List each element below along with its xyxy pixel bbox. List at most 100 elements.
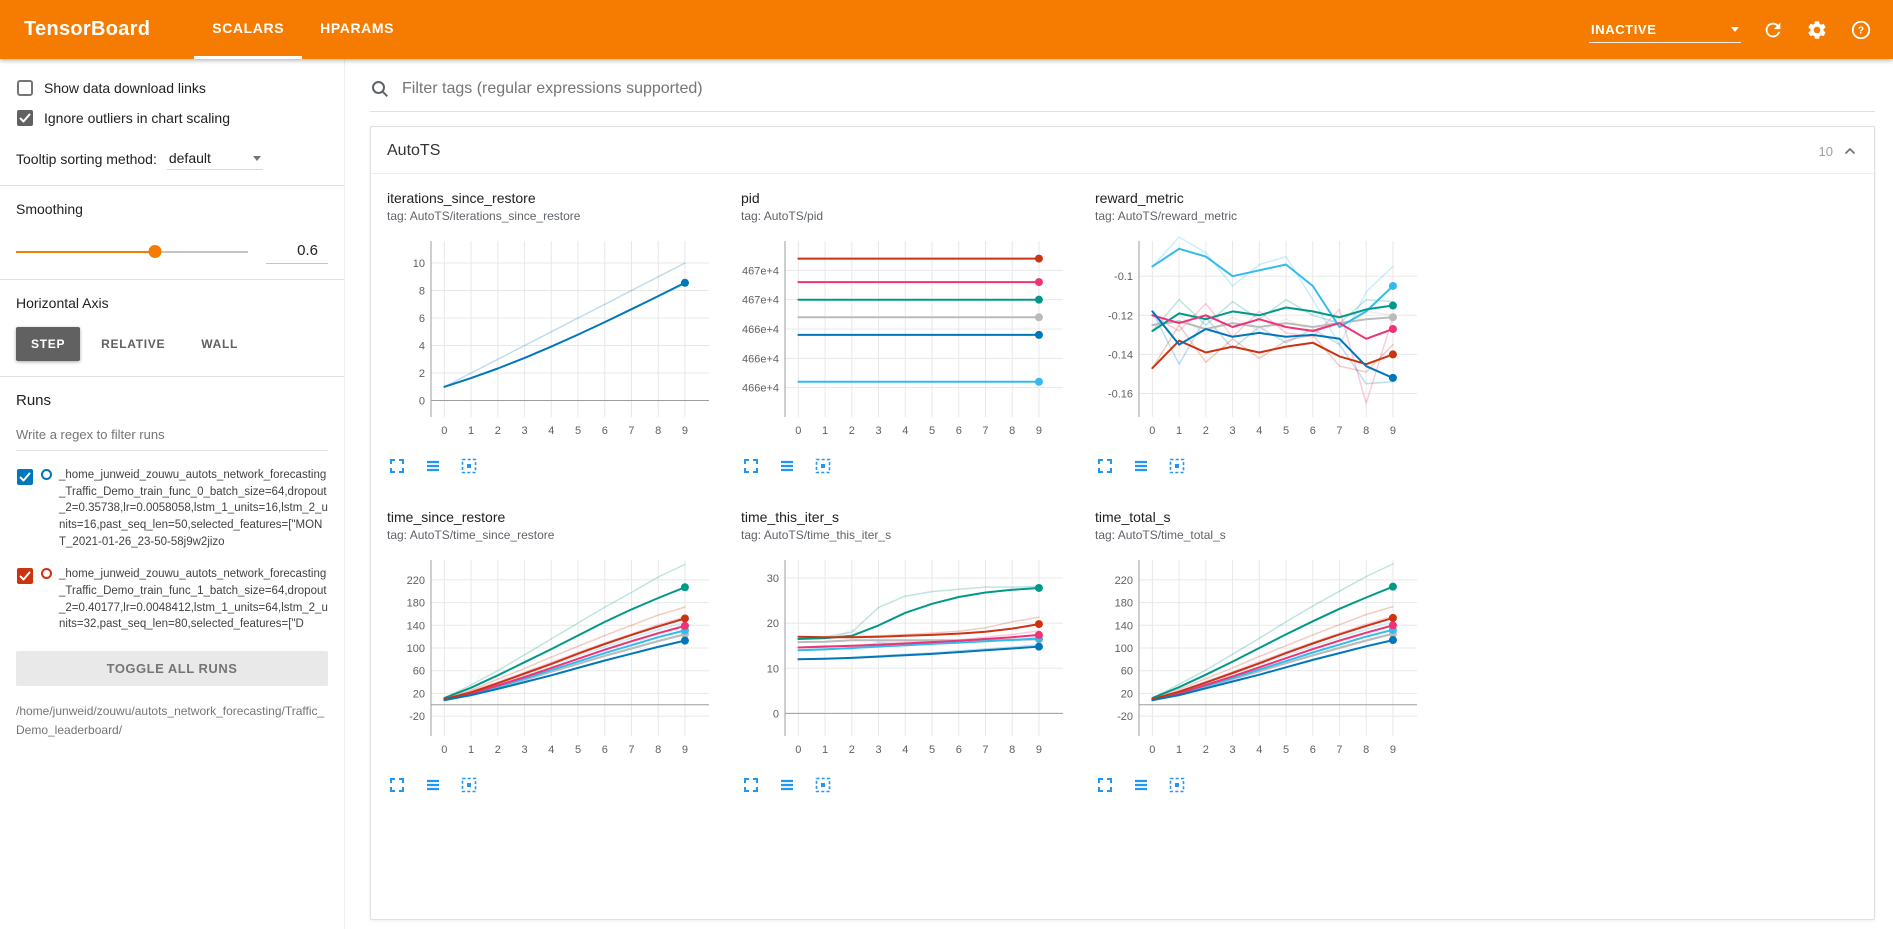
svg-text:2: 2 <box>1203 425 1209 437</box>
svg-text:100: 100 <box>1115 643 1133 655</box>
fit-domain-button[interactable] <box>813 776 833 796</box>
run-checkbox[interactable] <box>16 468 34 486</box>
run-color-circle[interactable] <box>41 469 52 480</box>
expand-chart-button[interactable] <box>1095 457 1115 477</box>
card-header[interactable]: AutoTS 10 <box>371 127 1874 174</box>
tab-scalars[interactable]: SCALARS <box>194 0 303 59</box>
smoothing-slider-thumb[interactable] <box>148 244 162 258</box>
chart-data-button[interactable] <box>423 776 443 796</box>
svg-text:-20: -20 <box>1117 711 1133 723</box>
fit-domain-icon <box>1169 777 1185 793</box>
svg-text:8: 8 <box>419 286 425 298</box>
chart-card: pid tag: AutoTS/pid 0 1 2 3 4 5 6 7 8 9 2.467e+4 2.46… <box>733 190 1095 477</box>
expand-chart-button[interactable] <box>1095 776 1115 796</box>
run-list-item[interactable]: _home_junweid_zouwu_autots_network_forec… <box>16 558 328 641</box>
chart-data-button[interactable] <box>1131 776 1151 796</box>
checkbox-icon[interactable] <box>16 109 34 127</box>
svg-text:30: 30 <box>767 573 779 585</box>
svg-text:8: 8 <box>1363 744 1369 756</box>
expand-chart-button[interactable] <box>741 776 761 796</box>
run-list-item[interactable]: _home_junweid_zouwu_autots_network_forec… <box>16 459 328 558</box>
svg-text:5: 5 <box>929 744 935 756</box>
active-dashboards-select[interactable]: INACTIVE <box>1589 17 1741 43</box>
svg-text:4: 4 <box>902 744 908 756</box>
chart-data-button[interactable] <box>777 776 797 796</box>
smoothing-value[interactable]: 0.6 <box>266 239 328 264</box>
tab-hparams[interactable]: HPARAMS <box>320 20 395 36</box>
chart-plot[interactable]: 0 1 2 3 4 5 6 7 8 9 0 2 4 6 8 10 <box>387 231 725 445</box>
fit-domain-button[interactable] <box>1167 776 1187 796</box>
svg-text:4: 4 <box>902 425 908 437</box>
svg-text:-0.16: -0.16 <box>1108 389 1133 401</box>
expand-chart-button[interactable] <box>741 457 761 477</box>
svg-text:-0.1: -0.1 <box>1114 271 1133 283</box>
chart-data-button[interactable] <box>777 457 797 477</box>
expand-chart-button[interactable] <box>387 776 407 796</box>
fit-domain-button[interactable] <box>1167 457 1187 477</box>
run-checkbox[interactable] <box>16 567 34 585</box>
chart-data-button[interactable] <box>423 457 443 477</box>
chart-plot[interactable]: 0 1 2 3 4 5 6 7 8 9 0 10 20 30 <box>741 550 1079 764</box>
svg-text:-20: -20 <box>409 711 425 723</box>
settings-checkbox-row[interactable]: Ignore outliers in chart scaling <box>16 109 328 127</box>
svg-text:6: 6 <box>956 744 962 756</box>
run-name: _home_junweid_zouwu_autots_network_forec… <box>59 568 328 631</box>
checkbox-icon[interactable] <box>16 79 34 97</box>
svg-text:0: 0 <box>419 396 425 408</box>
svg-text:2: 2 <box>419 368 425 380</box>
charts-grid: iterations_since_restore tag: AutoTS/iter… <box>371 174 1874 796</box>
svg-text:3: 3 <box>521 744 527 756</box>
fit-domain-button[interactable] <box>813 457 833 477</box>
chart-tag: tag: AutoTS/time_since_restore <box>387 528 555 542</box>
data-table-icon <box>781 460 793 472</box>
tooltip-sorting-select[interactable]: default <box>166 147 263 170</box>
chart-plot[interactable]: 0 1 2 3 4 5 6 7 8 9 2.467e+4 2.467e+4 2.466e+4 2.466e… <box>733 231 1079 445</box>
refresh-button[interactable] <box>1761 18 1785 42</box>
svg-text:5: 5 <box>1283 425 1289 437</box>
svg-text:100: 100 <box>407 643 425 655</box>
data-table-icon <box>1135 779 1147 791</box>
chart-card: iterations_since_restore tag: AutoTS/iter… <box>387 190 741 477</box>
axis-button-relative[interactable]: RELATIVE <box>86 327 180 361</box>
svg-text:60: 60 <box>413 666 425 678</box>
settings-checkboxes: Show data download links Ignore outliers … <box>0 79 344 127</box>
data-table-icon <box>781 779 793 791</box>
smoothing-slider[interactable] <box>16 244 248 258</box>
help-icon: ? <box>1851 20 1871 39</box>
chart-plot[interactable]: 0 1 2 3 4 5 6 7 8 9 -0.1 -0.12 -0.14 -0.16 <box>1095 231 1433 445</box>
expand-icon <box>1098 778 1112 792</box>
data-table-icon <box>427 779 439 791</box>
svg-text:7: 7 <box>982 425 988 437</box>
svg-text:9: 9 <box>1036 425 1042 437</box>
settings-checkbox-row[interactable]: Show data download links <box>16 79 328 97</box>
svg-text:20: 20 <box>767 618 779 630</box>
runs-section: Runs _home_junweid_zouwu_autots_network_… <box>0 392 344 641</box>
svg-text:180: 180 <box>1115 598 1133 610</box>
axis-button-wall[interactable]: WALL <box>186 327 253 361</box>
chevron-up-icon[interactable] <box>1842 143 1858 159</box>
svg-text:0: 0 <box>1149 425 1155 437</box>
toggle-all-runs-button[interactable]: TOGGLE ALL RUNS <box>16 651 328 687</box>
svg-text:0: 0 <box>441 744 447 756</box>
runs-root-path: /home/junweid/zouwu/autots_network_forec… <box>16 704 325 737</box>
smoothing-label: Smoothing <box>16 201 83 217</box>
chart-title: time_total_s <box>1095 509 1171 525</box>
tag-filter-input[interactable] <box>400 79 1875 99</box>
svg-text:2.467e+4: 2.467e+4 <box>741 295 779 307</box>
chart-plot[interactable]: 0 1 2 3 4 5 6 7 8 9 -20 20 60 100 140 180 220 <box>387 550 725 764</box>
run-color-circle[interactable] <box>41 568 52 580</box>
chart-card: time_since_restore tag: AutoTS/time_since… <box>387 509 741 796</box>
runs-filter-input[interactable] <box>16 421 328 451</box>
axis-button-step[interactable]: STEP <box>16 327 81 361</box>
chart-data-button[interactable] <box>1131 457 1151 477</box>
chart-plot[interactable]: 0 1 2 3 4 5 6 7 8 9 -20 20 60 100 140 180 220 <box>1095 550 1433 764</box>
fit-domain-button[interactable] <box>459 457 479 477</box>
fit-domain-icon <box>1169 458 1185 474</box>
fit-domain-button[interactable] <box>459 776 479 796</box>
help-button[interactable]: ? <box>1849 18 1873 42</box>
expand-chart-button[interactable] <box>387 457 407 477</box>
svg-text:2.467e+4: 2.467e+4 <box>741 265 779 277</box>
run-list: _home_junweid_zouwu_autots_network_forec… <box>16 459 328 641</box>
svg-text:2: 2 <box>495 425 501 437</box>
settings-button[interactable] <box>1805 18 1829 42</box>
